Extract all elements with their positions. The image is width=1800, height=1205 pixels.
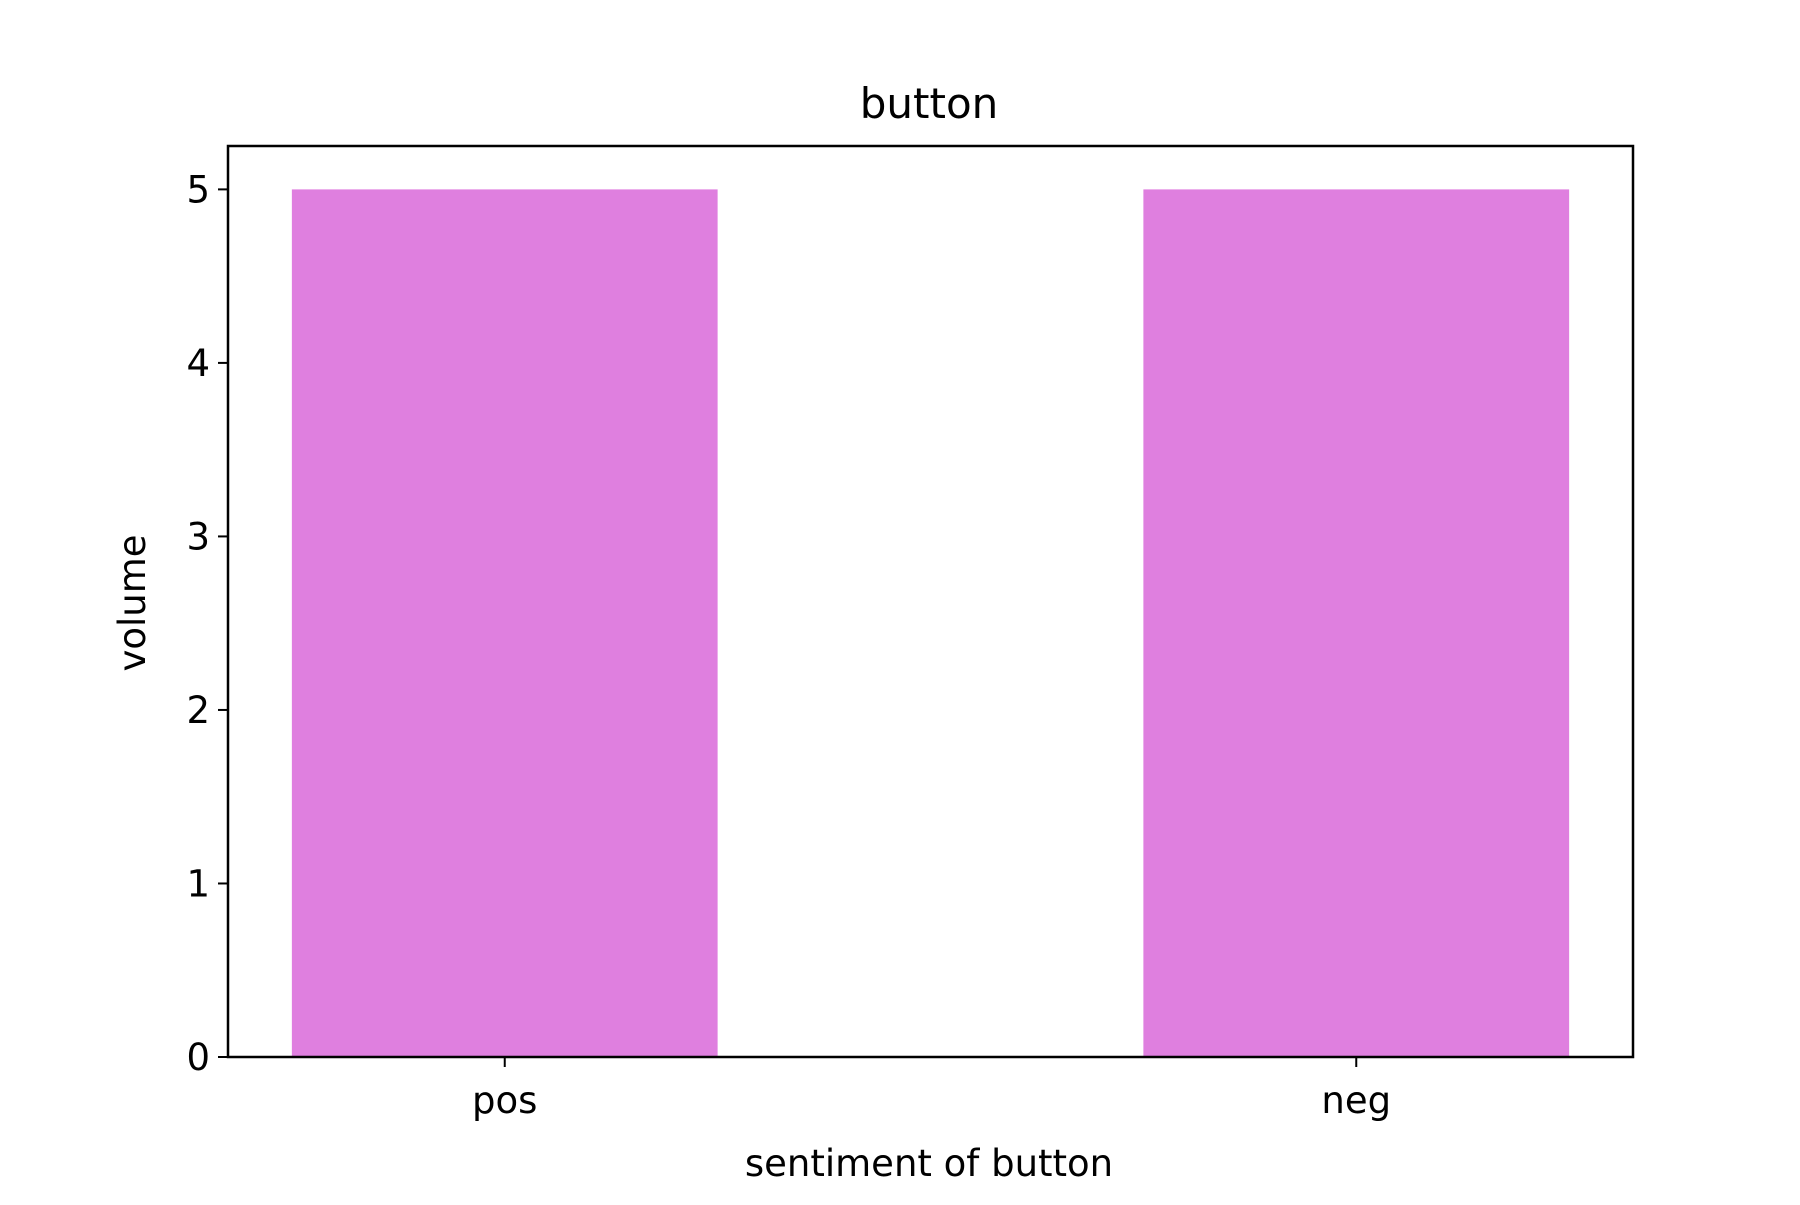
- bar-pos: [291, 189, 718, 1057]
- y-tick-label: 4: [186, 342, 210, 385]
- y-tick-label: 5: [186, 168, 210, 211]
- x-tick-label: pos: [472, 1079, 537, 1122]
- bars-layer: [291, 189, 1570, 1057]
- x-axis-label: sentiment of button: [745, 1142, 1113, 1185]
- y-tick-label: 0: [186, 1036, 210, 1079]
- bar-neg: [1143, 189, 1570, 1057]
- y-tick-label: 2: [186, 689, 210, 732]
- x-tick-label: neg: [1321, 1079, 1391, 1122]
- y-tick-label: 3: [186, 515, 210, 558]
- chart-title: button: [860, 79, 999, 128]
- ticks-layer: pos neg 0 1 2 3 4 5: [186, 168, 1391, 1122]
- y-axis-label: volume: [111, 534, 154, 671]
- y-tick-label: 1: [186, 862, 210, 905]
- plot-area-frame: [226, 144, 1635, 1059]
